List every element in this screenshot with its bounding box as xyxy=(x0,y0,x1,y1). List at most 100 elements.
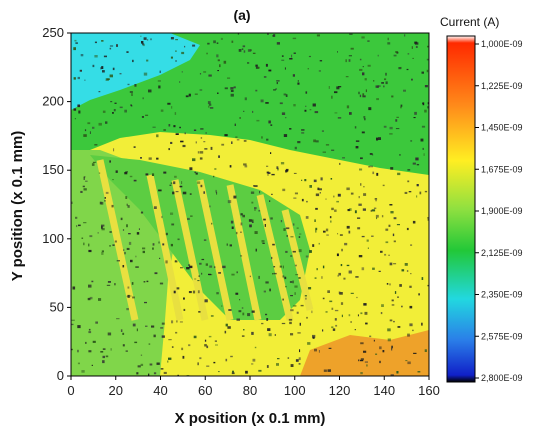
speckle xyxy=(289,281,293,283)
speckle xyxy=(243,110,245,112)
speckle xyxy=(391,299,394,302)
x-tick-label: 160 xyxy=(418,383,440,398)
speckle xyxy=(263,76,267,78)
speckle xyxy=(266,165,269,167)
speckle xyxy=(152,126,156,128)
speckle xyxy=(311,310,313,314)
speckle xyxy=(136,372,139,375)
speckle xyxy=(407,53,410,55)
speckle xyxy=(385,228,389,231)
speckle xyxy=(209,265,213,268)
speckle xyxy=(185,95,189,98)
speckle xyxy=(116,318,120,320)
speckle xyxy=(340,264,343,267)
colorbar-tick-label: 2,350E-09 xyxy=(481,290,523,300)
speckle xyxy=(370,210,372,212)
speckle xyxy=(231,226,234,229)
speckle xyxy=(373,207,377,209)
speckle xyxy=(267,328,271,331)
speckle xyxy=(170,212,174,215)
speckle xyxy=(346,187,350,191)
speckle xyxy=(113,244,115,246)
speckle xyxy=(251,363,254,365)
speckle xyxy=(244,165,248,168)
y-tick-label: 50 xyxy=(50,299,64,314)
speckle xyxy=(305,216,309,219)
speckle xyxy=(210,146,213,150)
speckle xyxy=(137,365,141,368)
speckle xyxy=(72,286,76,290)
speckle xyxy=(371,209,376,212)
speckle xyxy=(168,357,172,360)
speckle xyxy=(427,45,429,48)
speckle xyxy=(180,140,184,143)
speckle xyxy=(124,251,126,255)
speckle xyxy=(409,305,413,309)
speckle xyxy=(206,52,208,55)
speckle xyxy=(381,304,384,307)
speckle xyxy=(296,311,299,314)
speckle xyxy=(341,248,343,252)
speckle xyxy=(304,109,307,112)
speckle xyxy=(197,280,200,282)
speckle xyxy=(316,268,318,271)
speckle xyxy=(85,341,87,344)
speckle xyxy=(188,93,191,97)
speckle xyxy=(247,62,250,64)
speckle xyxy=(367,64,371,67)
speckle xyxy=(389,204,393,206)
speckle xyxy=(224,330,227,334)
speckle xyxy=(73,108,77,111)
speckle xyxy=(126,247,130,250)
speckle xyxy=(78,224,81,227)
speckle xyxy=(399,284,402,287)
speckle xyxy=(393,263,397,265)
speckle xyxy=(249,275,251,278)
speckle xyxy=(148,157,152,160)
speckle xyxy=(165,232,168,236)
speckle xyxy=(91,364,93,366)
speckle xyxy=(244,97,247,101)
speckle xyxy=(369,165,373,168)
speckle xyxy=(213,361,216,364)
speckle xyxy=(360,359,364,362)
speckle xyxy=(285,168,289,171)
speckle xyxy=(411,46,413,49)
speckle xyxy=(227,326,231,329)
speckle xyxy=(209,107,214,109)
speckle xyxy=(179,185,183,188)
x-tick-label: 0 xyxy=(67,383,74,398)
speckle xyxy=(361,131,365,134)
speckle xyxy=(203,191,205,194)
speckle xyxy=(192,158,196,162)
speckle xyxy=(350,47,354,50)
speckle xyxy=(255,66,259,69)
speckle xyxy=(269,200,271,202)
speckle xyxy=(100,201,104,205)
colorbar-tick-label: 1,450E-09 xyxy=(481,123,523,133)
speckle xyxy=(309,109,312,111)
speckle xyxy=(89,296,93,300)
speckle xyxy=(427,284,429,287)
speckle xyxy=(283,228,286,231)
speckle xyxy=(122,265,125,268)
speckle xyxy=(285,285,287,288)
speckle xyxy=(101,227,105,231)
speckle xyxy=(186,267,190,270)
speckle xyxy=(142,43,145,46)
speckle xyxy=(263,290,266,293)
speckle xyxy=(368,166,370,168)
speckle xyxy=(331,149,335,151)
speckle xyxy=(175,191,179,193)
speckle xyxy=(336,200,339,203)
speckle xyxy=(265,102,269,104)
speckle xyxy=(135,255,137,258)
speckle xyxy=(283,93,287,96)
speckle xyxy=(116,260,120,262)
speckle xyxy=(363,116,366,119)
speckle xyxy=(122,332,125,335)
speckle xyxy=(412,162,416,165)
speckle xyxy=(152,247,154,250)
speckle xyxy=(349,33,353,35)
speckle xyxy=(337,51,338,53)
